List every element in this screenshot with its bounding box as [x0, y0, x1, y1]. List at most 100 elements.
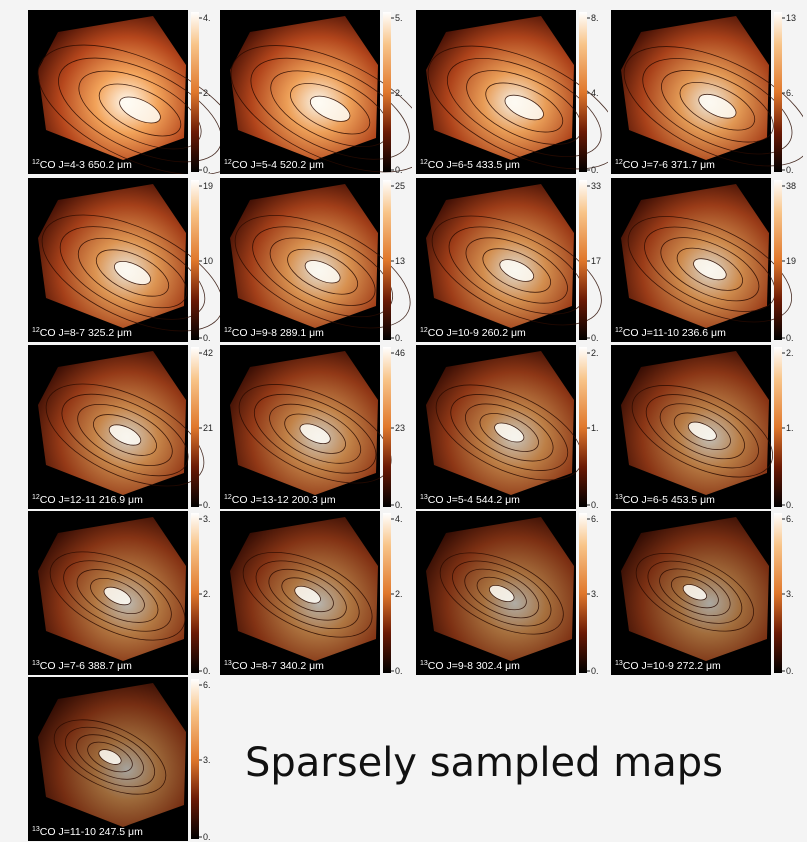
line-label: CO J=9-8 289.1 μm: [232, 327, 324, 339]
map-panel: 12CO J=11-10 236.6 μm 38 19 0.: [611, 178, 803, 342]
map-svg: 12CO J=4-3 650.2 μm 4. 2. 0.: [28, 10, 220, 174]
map-svg: 13CO J=5-4 544.2 μm 2. 1. 0.: [416, 345, 608, 509]
isotope: 13: [224, 660, 232, 667]
map-svg: 13CO J=6-5 453.5 μm2.1.0.: [611, 345, 803, 509]
colorbar-tick-label: 4.: [591, 88, 599, 98]
colorbar-tick-label: 0.: [591, 500, 599, 509]
colorbar-tick-label: 2.: [203, 88, 211, 98]
map-panel: 12CO J=5-4 520.2 μm5.2.0.: [220, 10, 412, 174]
line-label: CO J=13-12 200.3 μm: [232, 494, 336, 506]
line-label: CO J=10-9 260.2 μm: [428, 327, 526, 339]
panel-label: 13CO J=5-4 544.2 μm: [420, 494, 520, 506]
map-svg: 12CO J=5-4 520.2 μm5.2.0.: [220, 10, 412, 174]
colorbar-tick-label: 21: [203, 423, 213, 433]
map-panel: 12CO J=12-11 216.9 μm42210.: [28, 345, 220, 509]
colorbar: [579, 12, 587, 172]
colorbar: [774, 12, 782, 172]
isotope: 12: [420, 327, 428, 334]
map-panel: 12CO J=7-6 371.7 μm136.0.: [611, 10, 803, 174]
panel-label: 12CO J=13-12 200.3 μm: [224, 494, 336, 506]
map-panel: 13CO J=5-4 544.2 μm 2. 1. 0.: [416, 345, 608, 509]
colorbar-tick-label: 6.: [786, 88, 794, 98]
colorbar-tick-label: 3.: [591, 589, 599, 599]
colorbar-tick-label: 0.: [786, 333, 794, 342]
map-panel: 13CO J=9-8 302.4 μm6.3.0.: [416, 511, 608, 675]
colorbar: [383, 513, 391, 673]
map-svg: 13CO J=9-8 302.4 μm6.3.0.: [416, 511, 608, 675]
panel-label: 12CO J=4-3 650.2 μm: [32, 159, 132, 171]
map-svg: 12CO J=6-5 433.5 μm8.4.0.: [416, 10, 608, 174]
isotope: 13: [615, 494, 623, 501]
line-label: CO J=8-7 325.2 μm: [40, 327, 132, 339]
panel-label: 12CO J=11-10 236.6 μm: [615, 327, 726, 339]
colorbar: [191, 12, 199, 172]
isotope: 12: [420, 159, 428, 166]
line-label: CO J=9-8 302.4 μm: [428, 660, 520, 672]
isotope: 12: [224, 159, 232, 166]
colorbar: [579, 513, 587, 673]
line-label: CO J=5-4 544.2 μm: [428, 494, 520, 506]
colorbar-tick-label: 0.: [203, 832, 211, 841]
colorbar-tick-label: 4.: [203, 13, 211, 23]
isotope: 12: [615, 327, 623, 334]
line-label: CO J=8-7 340.2 μm: [232, 660, 324, 672]
colorbar-tick-label: 3.: [203, 514, 211, 524]
isotope: 12: [32, 494, 40, 501]
map-panel: 13CO J=7-6 388.7 μm3.2.0.: [28, 511, 220, 675]
map-svg: 13CO J=11-10 247.5 μm6.3.0.: [28, 677, 220, 841]
colorbar-tick-label: 38: [786, 181, 796, 191]
isotope: 13: [32, 660, 40, 667]
colorbar-tick-label: 6.: [203, 680, 211, 690]
colorbar: [191, 180, 199, 340]
colorbar-tick-label: 2.: [395, 88, 403, 98]
line-label: CO J=12-11 216.9 μm: [40, 494, 143, 506]
panel-label: 12CO J=7-6 371.7 μm: [615, 159, 715, 171]
line-label: CO J=6-5 433.5 μm: [428, 159, 520, 171]
caption: Sparsely sampled maps: [245, 740, 723, 786]
isotope: 13: [615, 660, 623, 667]
colorbar-tick-label: 0.: [203, 165, 211, 174]
map-svg: 12CO J=11-10 236.6 μm 38 19 0.: [611, 178, 803, 342]
colorbar-tick-label: 13: [395, 256, 405, 266]
map-panel: 12CO J=10-9 260.2 μm33170.: [416, 178, 608, 342]
colorbar-tick-label: 0.: [203, 666, 211, 675]
colorbar-tick-label: 6.: [786, 514, 794, 524]
colorbar-tick-label: 6.: [591, 514, 599, 524]
colorbar-tick-label: 2.: [591, 348, 599, 358]
colorbar-tick-label: 19: [786, 256, 796, 266]
colorbar-tick-label: 1.: [591, 423, 599, 433]
colorbar-tick-label: 0.: [395, 500, 403, 509]
colorbar: [191, 347, 199, 507]
isotope: 13: [420, 660, 428, 667]
colorbar-tick-label: 33: [591, 181, 601, 191]
panel-label: 12CO J=5-4 520.2 μm: [224, 159, 324, 171]
colorbar-tick-label: 2.: [786, 348, 794, 358]
line-label: CO J=11-10 247.5 μm: [40, 826, 143, 838]
panel-label: 13CO J=8-7 340.2 μm: [224, 660, 324, 672]
colorbar-tick-label: 0.: [203, 500, 211, 509]
colorbar: [774, 347, 782, 507]
line-label: CO J=10-9 272.2 μm: [623, 660, 721, 672]
line-label: CO J=5-4 520.2 μm: [232, 159, 324, 171]
colorbar-tick-label: 0.: [591, 165, 599, 174]
colorbar-tick-label: 0.: [786, 666, 794, 675]
panel-label: 13CO J=10-9 272.2 μm: [615, 660, 721, 672]
colorbar-tick-label: 23: [395, 423, 405, 433]
isotope: 12: [32, 159, 40, 166]
colorbar-tick-label: 13: [786, 13, 796, 23]
colorbar: [774, 180, 782, 340]
colorbar-tick-label: 19: [203, 181, 213, 191]
figure: Sparsely sampled maps 12CO J=4-3 650.2 μ…: [0, 0, 807, 842]
colorbar-tick-label: 17: [591, 256, 601, 266]
map-svg: 12CO J=10-9 260.2 μm33170.: [416, 178, 608, 342]
map-svg: 13CO J=8-7 340.2 μm4.2.0.: [220, 511, 412, 675]
colorbar-tick-label: 0.: [395, 666, 403, 675]
